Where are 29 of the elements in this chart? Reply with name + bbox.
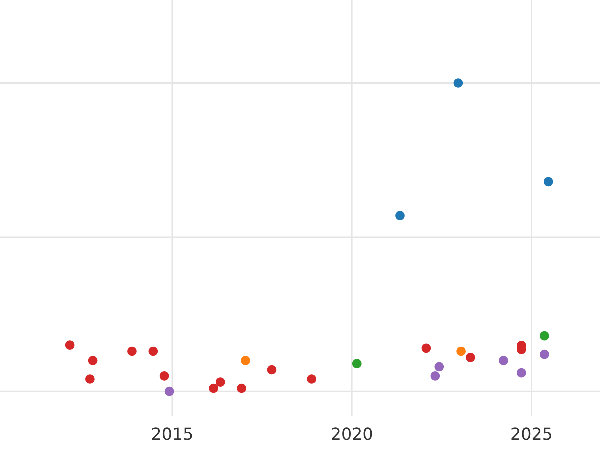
point — [499, 356, 508, 366]
point — [86, 374, 95, 384]
point — [216, 378, 226, 387]
point — [88, 356, 98, 366]
x-tick-label: 2020 — [332, 428, 372, 440]
point — [307, 374, 317, 384]
point — [454, 78, 464, 88]
point — [544, 177, 554, 187]
point — [160, 372, 170, 381]
point — [434, 362, 444, 372]
point — [209, 384, 218, 394]
point — [241, 356, 250, 366]
point — [267, 365, 277, 375]
point — [466, 353, 476, 362]
x-tick-label: 2025 — [512, 428, 552, 440]
point — [396, 211, 405, 220]
point — [237, 384, 246, 394]
point — [517, 368, 526, 378]
point — [540, 350, 550, 360]
point — [65, 340, 75, 350]
point — [164, 386, 174, 396]
point — [352, 359, 362, 368]
point — [456, 346, 466, 356]
point — [540, 331, 550, 341]
point — [430, 372, 440, 381]
point — [422, 344, 432, 354]
point — [148, 346, 158, 356]
x-tick-label: 2015 — [152, 428, 192, 440]
point — [128, 346, 137, 356]
